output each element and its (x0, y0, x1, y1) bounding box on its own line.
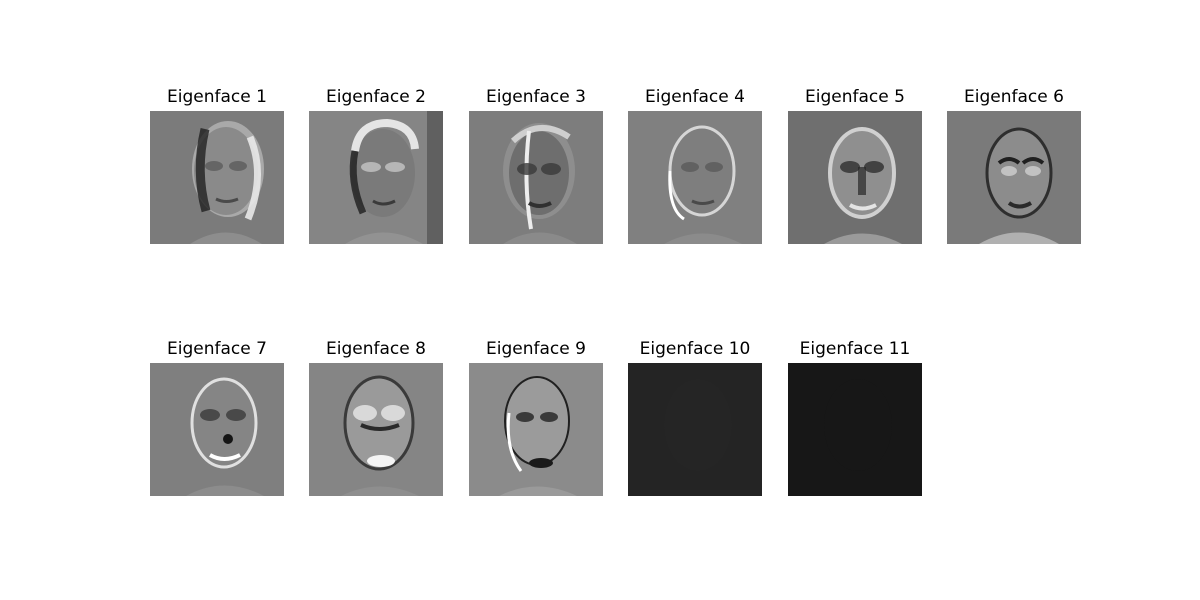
eigenface-image (628, 111, 762, 244)
panel-title: Eigenface 4 (608, 85, 782, 109)
eigenface-image (628, 363, 762, 496)
eigenface-image (150, 363, 284, 496)
eigenface-panel: Eigenface 11 (788, 337, 922, 497)
panel-title: Eigenface 9 (449, 337, 623, 361)
panel-title: Eigenface 8 (289, 337, 463, 361)
eigenface-panel: Eigenface 6 (947, 85, 1081, 245)
eigenface-image (469, 111, 603, 244)
eigenface-panel: Eigenface 9 (469, 337, 603, 497)
panel-title: Eigenface 11 (768, 337, 942, 361)
panel-title: Eigenface 2 (289, 85, 463, 109)
eigenface-image (788, 363, 922, 496)
panel-title: Eigenface 6 (927, 85, 1101, 109)
panel-title: Eigenface 1 (130, 85, 304, 109)
panel-title: Eigenface 3 (449, 85, 623, 109)
eigenface-image (788, 111, 922, 244)
eigenface-panel: Eigenface 8 (309, 337, 443, 497)
eigenface-image (150, 111, 284, 244)
panel-title: Eigenface 5 (768, 85, 942, 109)
eigenface-panel: Eigenface 7 (150, 337, 284, 497)
eigenface-image (469, 363, 603, 496)
panel-title: Eigenface 10 (608, 337, 782, 361)
eigenface-panel: Eigenface 1 (150, 85, 284, 245)
eigenface-image (947, 111, 1081, 244)
panel-title: Eigenface 7 (130, 337, 304, 361)
eigenface-panel: Eigenface 3 (469, 85, 603, 245)
eigenface-panel: Eigenface 4 (628, 85, 762, 245)
eigenface-panel: Eigenface 2 (309, 85, 443, 245)
eigenface-panel: Eigenface 5 (788, 85, 922, 245)
eigenface-panel: Eigenface 10 (628, 337, 762, 497)
eigenface-image (309, 363, 443, 496)
eigenface-image (309, 111, 443, 244)
